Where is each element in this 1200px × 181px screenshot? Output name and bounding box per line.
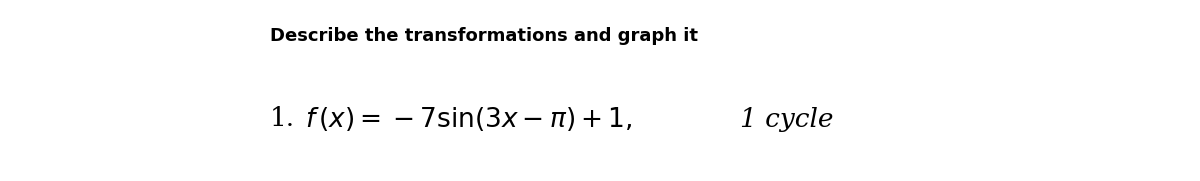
Text: $f\,(x) = -7\sin(3x - \pi) + 1,$: $f\,(x) = -7\sin(3x - \pi) + 1,$ xyxy=(305,105,632,133)
Text: 1.: 1. xyxy=(270,106,295,132)
Text: Describe the transformations and graph it: Describe the transformations and graph i… xyxy=(270,27,698,45)
Text: 1 cycle: 1 cycle xyxy=(740,106,834,132)
